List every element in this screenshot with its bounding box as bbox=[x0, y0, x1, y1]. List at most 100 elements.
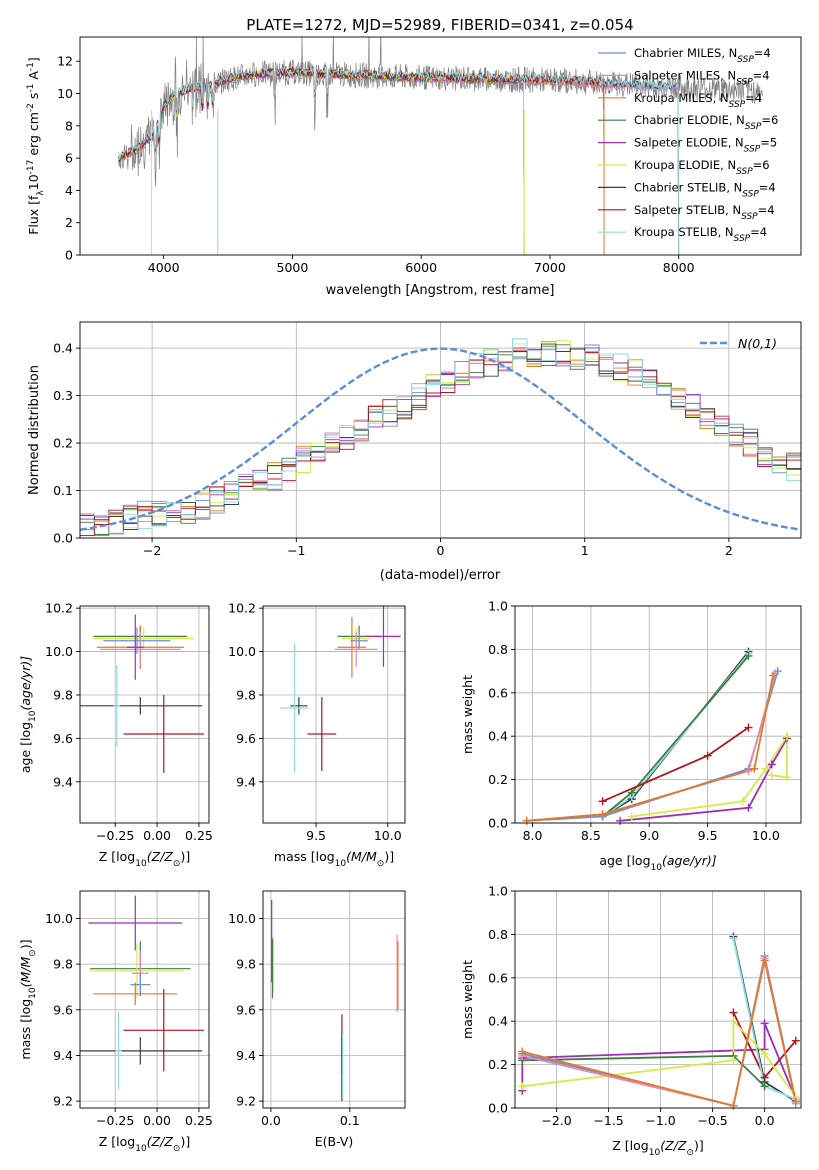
x-tick-label: 0.00 bbox=[143, 828, 171, 843]
data-point-marker bbox=[750, 764, 759, 773]
panel-age-vs-mass: 9.5 10.0 9.4 9.6 9.8 10.0 10.2 mass [log10(M/M⊙… bbox=[228, 601, 406, 869]
y-tick-label: 9.8 bbox=[236, 687, 256, 702]
data-point-marker bbox=[518, 1082, 527, 1091]
series-line bbox=[526, 670, 779, 822]
x-tick-label: 8000 bbox=[663, 260, 695, 275]
y-tick-label: 6 bbox=[65, 151, 73, 166]
x-axis-label: Z [log10(Z/Z⊙)] bbox=[612, 1138, 703, 1158]
data-point-marker bbox=[598, 797, 607, 806]
y-axis-label: Flux [fλ10-17 erg cm-2 s-1 A-1] bbox=[26, 57, 46, 235]
y-tick-label: 9.4 bbox=[53, 1048, 73, 1063]
data-point-marker bbox=[760, 956, 769, 965]
y-axis-label: mass [log10(M/M⊙)] bbox=[18, 939, 38, 1059]
x-tick-label: 9.5 bbox=[698, 828, 718, 843]
x-tick-label: −0.5 bbox=[697, 1113, 727, 1128]
y-tick-label: 10.0 bbox=[228, 911, 256, 926]
data-point-marker bbox=[518, 1047, 527, 1056]
x-tick-label: 6000 bbox=[405, 260, 437, 275]
y-axis-label: mass weight bbox=[460, 675, 475, 754]
x-tick-label: 2 bbox=[725, 543, 733, 558]
y-tick-label: 10.2 bbox=[228, 601, 256, 616]
plot-area bbox=[271, 900, 399, 1102]
data-point-marker bbox=[767, 771, 776, 780]
x-tick-label: 8.5 bbox=[581, 828, 601, 843]
x-tick-label: 4000 bbox=[148, 260, 180, 275]
x-tick-label: 10.0 bbox=[752, 828, 780, 843]
x-tick-label: 9.0 bbox=[639, 828, 659, 843]
legend-label: N(0,1) bbox=[738, 336, 777, 351]
data-point-marker bbox=[729, 1056, 738, 1065]
data-point-marker bbox=[791, 1097, 800, 1106]
data-point-marker bbox=[738, 797, 747, 806]
y-tick-label: 0.4 bbox=[488, 729, 508, 744]
y-tick-label: 9.8 bbox=[53, 957, 73, 972]
y-tick-label: 0.2 bbox=[53, 436, 73, 451]
y-tick-label: 9.6 bbox=[53, 1002, 73, 1017]
y-tick-label: 0.0 bbox=[488, 1101, 508, 1116]
y-tick-label: 9.4 bbox=[236, 774, 256, 789]
y-tick-label: 8 bbox=[65, 118, 73, 133]
series-line bbox=[526, 673, 777, 822]
y-tick-label: 1.0 bbox=[488, 884, 508, 899]
series-line bbox=[631, 733, 788, 818]
data-point-marker bbox=[703, 751, 712, 760]
x-tick-label: 5000 bbox=[277, 260, 309, 275]
x-axis-label: wavelength [Angstrom, rest frame] bbox=[326, 283, 555, 298]
y-tick-label: 0.0 bbox=[53, 531, 73, 546]
x-tick-label: −1.5 bbox=[593, 1113, 623, 1128]
data-point-marker bbox=[744, 651, 753, 660]
legend-label: Chabrier ELODIE, NSSP=6 bbox=[634, 113, 778, 132]
x-tick-label: −1 bbox=[287, 543, 305, 558]
x-tick-label: 0.00 bbox=[143, 1113, 171, 1128]
data-point-marker bbox=[760, 1049, 769, 1058]
data-point-marker bbox=[627, 812, 636, 821]
x-axis-label: mass [log10(M/M⊙)] bbox=[274, 849, 394, 869]
y-tick-label: 9.2 bbox=[236, 1094, 256, 1109]
y-tick-label: 9.8 bbox=[236, 957, 256, 972]
axes-frame bbox=[79, 890, 210, 1109]
x-axis-label: (data-model)/error bbox=[380, 568, 501, 583]
data-point-marker bbox=[767, 760, 776, 769]
x-tick-label: 7000 bbox=[534, 260, 566, 275]
y-tick-label: 1.0 bbox=[488, 599, 508, 614]
series-line bbox=[522, 955, 797, 1107]
y-tick-label: 9.4 bbox=[236, 1048, 256, 1063]
y-tick-label: 9.6 bbox=[236, 1002, 256, 1017]
y-tick-label: 2 bbox=[65, 215, 73, 230]
legend-label: Salpeter MILES, NSSP=4 bbox=[634, 68, 770, 87]
y-tick-label: 10.0 bbox=[45, 644, 73, 659]
data-point-marker bbox=[627, 788, 636, 797]
x-tick-label: 0.25 bbox=[185, 1113, 213, 1128]
data-point-marker bbox=[760, 1019, 769, 1028]
y-tick-label: 9.2 bbox=[53, 1094, 73, 1109]
histogram-step bbox=[80, 338, 801, 529]
y-tick-label: 0.8 bbox=[488, 642, 508, 657]
x-tick-label: −2 bbox=[143, 543, 161, 558]
data-point-marker bbox=[616, 816, 625, 825]
model-spectrum bbox=[118, 65, 605, 255]
model-spectrum bbox=[118, 68, 605, 255]
x-tick-label: −0.25 bbox=[96, 828, 134, 843]
y-tick-label: 10.0 bbox=[228, 644, 256, 659]
plot-area bbox=[118, 37, 763, 255]
legend-label: Salpeter ELODIE, NSSP=5 bbox=[634, 136, 777, 155]
plot-area bbox=[80, 614, 204, 774]
axes-frame bbox=[262, 890, 406, 1109]
y-tick-label: 0.2 bbox=[488, 772, 508, 787]
legend-label: Kroupa STELIB, NSSP=4 bbox=[634, 225, 767, 244]
data-point-marker bbox=[729, 1008, 738, 1017]
y-tick-label: 0.4 bbox=[488, 1014, 508, 1029]
y-tick-label: 10.0 bbox=[45, 911, 73, 926]
x-tick-label: 10.0 bbox=[374, 828, 402, 843]
x-tick-label: 9.5 bbox=[306, 828, 326, 843]
series-line bbox=[522, 960, 797, 1107]
axes-frame bbox=[262, 605, 406, 824]
plot-area bbox=[80, 338, 801, 537]
y-tick-label: 4 bbox=[65, 183, 73, 198]
y-tick-label: 0.1 bbox=[53, 483, 73, 498]
legend-label: Chabrier STELIB, NSSP=4 bbox=[634, 180, 776, 199]
x-axis-label: E(B-V) bbox=[315, 1134, 354, 1149]
x-tick-label: 0.1 bbox=[340, 1113, 360, 1128]
